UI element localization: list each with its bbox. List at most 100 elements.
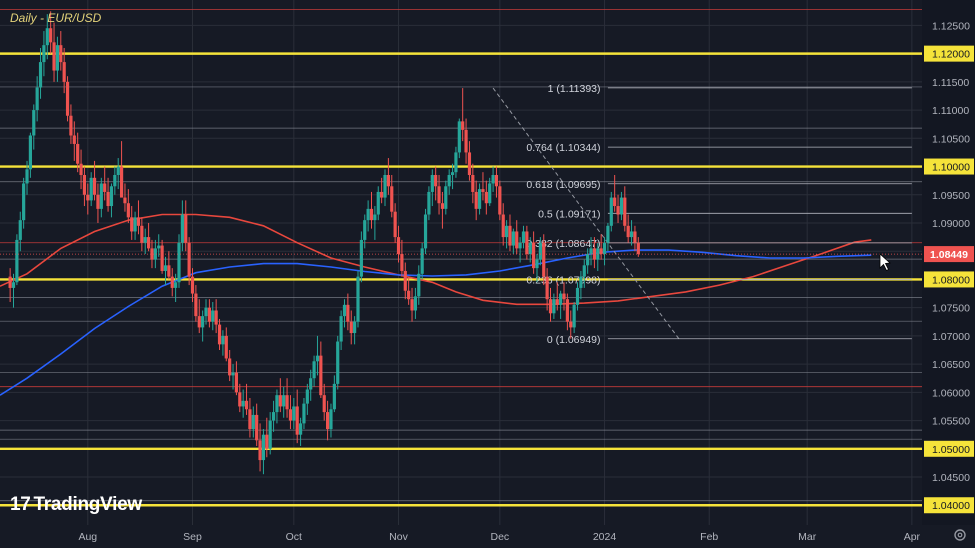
candle-body — [261, 434, 266, 461]
candle-body — [282, 395, 286, 407]
candle-body — [204, 307, 208, 317]
candle-body — [450, 172, 455, 175]
fib-level-label: 0.764 (1.10344) — [526, 142, 600, 154]
candle-body — [82, 175, 87, 195]
candle-body — [22, 183, 26, 221]
candle-body — [167, 265, 171, 277]
candle-body — [255, 414, 259, 441]
candle-body — [143, 237, 147, 243]
candle-body — [501, 214, 505, 238]
candle-body — [197, 316, 201, 328]
fib-level-label: 0 (1.06949) — [547, 334, 601, 346]
price-axis-tick: 1.05500 — [932, 416, 970, 428]
settings-gear-icon[interactable] — [953, 528, 967, 542]
candle-body — [103, 183, 107, 192]
price-axis-tick: 1.06500 — [932, 359, 970, 371]
candle-body — [471, 175, 475, 192]
candle-body — [160, 245, 164, 271]
candle-body — [396, 237, 401, 255]
candle-body — [302, 403, 306, 424]
candle-body — [532, 242, 536, 269]
candle-body — [454, 152, 458, 173]
candle-body — [180, 214, 184, 243]
candle-body — [251, 414, 255, 430]
candle-body — [440, 203, 445, 209]
price-axis-highlight — [924, 158, 974, 175]
candle-body — [8, 276, 12, 288]
candle-body — [325, 412, 330, 430]
price-axis-highlight — [924, 440, 974, 457]
candle-body — [76, 143, 80, 164]
candle-body — [579, 276, 583, 288]
candle-body — [386, 175, 390, 187]
candle-body — [535, 259, 539, 269]
candle-body — [231, 372, 235, 376]
candle-body — [619, 197, 624, 215]
price-axis-tick: 1.05000 — [932, 444, 970, 456]
candle-body — [423, 214, 428, 249]
candle-body — [356, 276, 360, 322]
fib-level-label: 0.236 (1.07998) — [526, 275, 600, 287]
time-axis-tick: Nov — [389, 531, 408, 543]
candle-body — [555, 299, 559, 305]
candle-body — [339, 316, 343, 342]
candle-body — [113, 175, 117, 187]
candle-body — [224, 335, 228, 359]
candle-body — [140, 225, 144, 243]
fib-level-label: 0.618 (1.09695) — [526, 179, 600, 191]
candle-body — [407, 290, 411, 300]
candle-body — [336, 341, 340, 384]
candle-body — [275, 395, 279, 413]
price-axis-tick: 1.10000 — [932, 162, 970, 174]
candle-body — [147, 237, 151, 249]
candle-body — [305, 389, 309, 404]
candle-body — [315, 355, 320, 362]
candle-body — [400, 254, 404, 271]
price-axis-tick: 1.10500 — [932, 133, 970, 145]
mouse-cursor-icon — [879, 253, 891, 272]
fibonacci-retracement[interactable]: 1 (1.11393) 0.764 (1.10344) 0.618 (1.09695… — [492, 83, 912, 346]
candlesticks — [8, 11, 640, 475]
candle-body — [136, 217, 141, 226]
candle-body — [130, 217, 134, 232]
candle-body — [123, 197, 127, 204]
tradingview-logo-mark: 17 — [10, 494, 31, 515]
fib-level-label: 0.382 (1.08647) — [526, 238, 600, 250]
candle-body — [413, 296, 418, 311]
candle-body — [491, 175, 495, 184]
price-axis-tick: 1.08000 — [932, 274, 970, 286]
candle-body — [349, 321, 353, 334]
candle-body — [89, 177, 93, 201]
price-axis-tick: 1.07500 — [932, 303, 970, 315]
candle-body — [562, 293, 566, 300]
candle-body — [295, 406, 299, 435]
candle-body — [288, 409, 293, 421]
candle-body — [484, 191, 488, 204]
candle-body — [278, 395, 282, 407]
candle-body — [194, 293, 198, 317]
candle-body — [376, 191, 380, 215]
candle-body — [106, 191, 110, 207]
price-axis-tick: 1.07000 — [932, 331, 970, 343]
candle-body — [55, 45, 60, 71]
candle-body — [187, 242, 191, 277]
candle-body — [434, 175, 438, 187]
candle-body — [572, 304, 576, 328]
candle-body — [548, 299, 553, 314]
candle-body — [410, 299, 414, 311]
candle-body — [353, 321, 357, 334]
candle-body — [133, 217, 137, 232]
candle-body — [99, 183, 103, 209]
candle-body — [292, 406, 296, 421]
time-axis[interactable]: Aug Sep Oct Nov Dec 2024 Feb Mar Apr — [0, 525, 975, 548]
candle-body — [248, 409, 252, 430]
candle-body — [521, 231, 526, 243]
candle-body — [528, 242, 532, 255]
candle-body — [609, 197, 613, 226]
moving-average-red — [0, 213, 872, 306]
candle-body — [190, 276, 195, 294]
candle-body — [35, 87, 39, 111]
price-axis[interactable]: 1.12500 1.12000 1.11500 1.11000 1.10500 1.100… — [0, 20, 974, 514]
price-axis-highlight — [924, 45, 974, 62]
